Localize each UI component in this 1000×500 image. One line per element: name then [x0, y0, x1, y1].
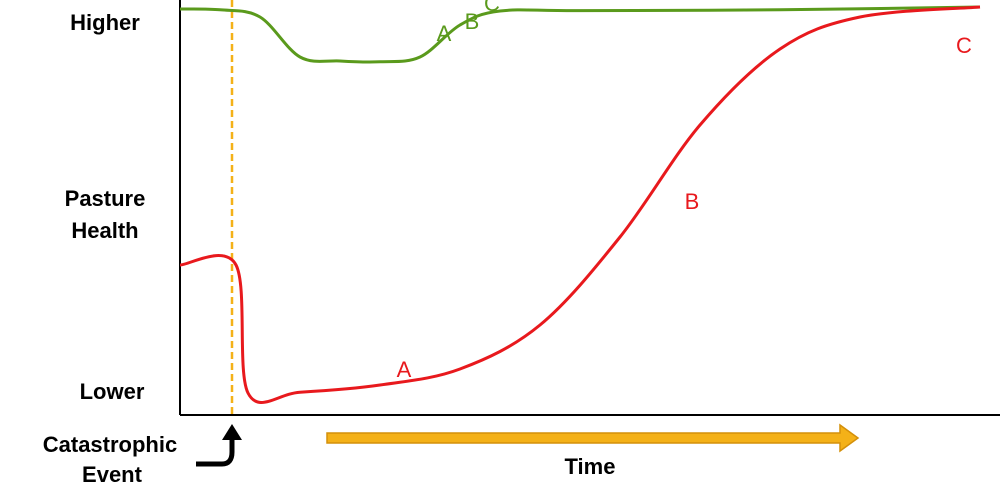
y-tick-lower: Lower — [80, 379, 145, 404]
event-label-line1: Catastrophic — [43, 432, 177, 457]
series-1-point-label-c: C — [956, 33, 972, 58]
y-axis-label-line2: Health — [71, 218, 138, 243]
event-pointer-arrowhead — [222, 424, 242, 440]
time-arrow — [326, 423, 860, 453]
y-tick-higher: Higher — [70, 10, 140, 35]
series-0-point-label-b: B — [465, 9, 480, 34]
y-axis-label-line1: Pasture — [65, 186, 146, 211]
series-0-point-label-a: A — [437, 21, 452, 46]
series-line-1 — [179, 5, 981, 404]
series-1-point-label-a: A — [397, 357, 412, 382]
series-0-point-label-c: C — [484, 0, 500, 16]
series-1-point-label-b: B — [685, 189, 700, 214]
event-pointer-arrow — [196, 436, 235, 467]
x-axis-label: Time — [565, 454, 616, 479]
axes — [179, 0, 1000, 416]
series-line-0 — [179, 5, 981, 64]
event-label-line2: Event — [82, 462, 143, 487]
